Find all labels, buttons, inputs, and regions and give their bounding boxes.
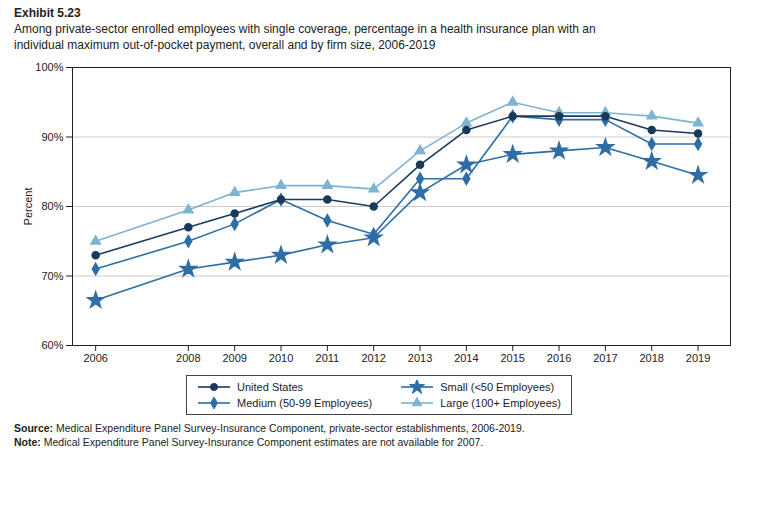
svg-text:100%: 100% xyxy=(35,61,63,73)
html-text:Source: Medical Expenditure Pa: Source: Medical Expenditure Panel Survey… xyxy=(14,422,525,435)
svg-text:2008: 2008 xyxy=(176,352,200,364)
svg-text:2018: 2018 xyxy=(639,352,663,364)
html-text:Large (100+ Employees): Large (100+ Employees) xyxy=(440,397,561,410)
svg-text:Percent: Percent xyxy=(22,188,34,226)
html-text:Medium (50-99 Employees): Medium (50-99 Employees) xyxy=(237,397,373,410)
svg-text:60%: 60% xyxy=(41,339,63,351)
svg-text:2015: 2015 xyxy=(500,352,524,364)
svg-text:2006: 2006 xyxy=(83,352,107,364)
svg-text:2017: 2017 xyxy=(593,352,617,364)
svg-text:2011: 2011 xyxy=(316,352,340,364)
svg-text:2016: 2016 xyxy=(547,352,571,364)
html-text:Small (<50 Employees): Small (<50 Employees) xyxy=(440,381,555,394)
svg-text:2013: 2013 xyxy=(408,352,432,364)
svg-text:2009: 2009 xyxy=(222,352,246,364)
html-text:Exhibit 5.23: Exhibit 5.23 xyxy=(14,6,81,20)
html-text:United States: United States xyxy=(237,381,304,394)
svg-text:2014: 2014 xyxy=(454,352,478,364)
html-text:Note: Medical Expenditure Pane: Note: Medical Expenditure Panel Survey-I… xyxy=(14,436,484,449)
svg-text:2010: 2010 xyxy=(269,352,293,364)
svg-text:70%: 70% xyxy=(41,270,63,282)
svg-text:2012: 2012 xyxy=(361,352,385,364)
svg-text:90%: 90% xyxy=(41,131,63,143)
svg-text:2019: 2019 xyxy=(686,352,710,364)
svg-text:80%: 80% xyxy=(41,200,63,212)
html-text:Among private-sector enrolled: Among private-sector enrolled employees … xyxy=(14,22,596,52)
